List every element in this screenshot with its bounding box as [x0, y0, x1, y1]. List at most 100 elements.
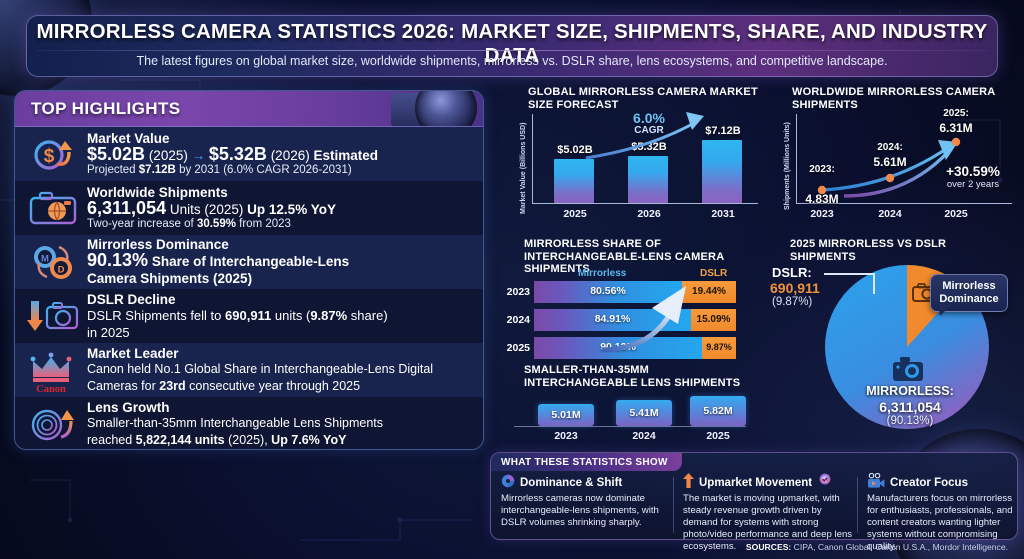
x-tick-2025: 2025 [944, 208, 968, 220]
sub-prefix: Two-year increase of [87, 217, 197, 230]
list-item: Lens Growth Smaller-than-35mm Interchang… [15, 397, 483, 449]
sub-post: by 2031 (6.0% CAGR 2026-2031) [175, 163, 352, 176]
list-item-body: Smaller-than-35mm Interchangeable Lens S… [87, 415, 383, 430]
page-title: MIRRORLESS CAMERA STATISTICS 2026: MARKE… [36, 20, 988, 67]
chart-worldwide-shipments: WORLDWIDE MIRRORLESS CAMERA SHIPMENTS Sh… [766, 86, 1020, 228]
market-value-estimated-label: Estimated [313, 147, 379, 163]
insight-column-creator: Creator Focus Manufacturers focus on mir… [867, 472, 1013, 553]
bar-dslr-2023 [682, 281, 736, 303]
svg-text:D: D [58, 265, 65, 276]
body-prefix: DSLR Shipments fell to [87, 307, 226, 323]
x-axis-line [796, 203, 1012, 205]
body-prefix: reached [87, 432, 136, 447]
bar-value-2031: $7.12B [705, 125, 741, 137]
list-item-sub: Projected $7.12B by 2031 (6.0% CAGR 2026… [87, 164, 473, 178]
highlights-list: $ Market Value $5.02B (2025) → $5.32B (2… [15, 127, 483, 449]
lens-growth-icon [23, 401, 83, 447]
sub-prefix: Projected [87, 163, 139, 176]
svg-text:M: M [41, 254, 49, 265]
list-item-main-line2: Camera Shipments (2025) [87, 270, 473, 287]
row-label-2023: 2023 [506, 286, 530, 298]
svg-text:Canon: Canon [36, 384, 66, 393]
sub-bold: 30.59% [196, 217, 236, 230]
dslr-units: 690,911 [225, 307, 272, 323]
row-label-2024: 2024 [506, 314, 530, 326]
list-item-body: DSLR Shipments fell to 690,911 units (9.… [87, 307, 473, 324]
list-item-text: Mirrorless Dominance 90.13% Share of Int… [83, 237, 473, 287]
cagr-value: 6.0% [633, 110, 665, 126]
list-item-title: Worldwide Shipments [87, 184, 228, 200]
list-item-title: Mirrorless Dominance [87, 237, 229, 252]
mirrorless-share-desc: Share of Interchangeable-Lens [151, 254, 350, 269]
lens-yoy: Up 7.6% YoY [271, 432, 347, 447]
market-value-2025-year: (2025) [148, 147, 188, 163]
body-mid: units ( [271, 307, 311, 323]
shipments-units-2025: 6,311,054 [87, 197, 167, 218]
x-tick-2026: 2026 [637, 208, 661, 220]
dslr-share-pct: 9.87% [310, 307, 348, 323]
body-post: consecutive year through 2025 [185, 378, 361, 393]
chart-title: SMALLER-THAN-35MM INTERCHANGEABLE LENS S… [524, 364, 741, 389]
market-value-2025: $5.02B [87, 143, 146, 164]
list-item-sub: Two-year increase of 30.59% from 2023 [87, 218, 473, 232]
camera-icon [892, 356, 924, 387]
camera-globe-icon [23, 185, 83, 231]
point-value-2025: 6.31M [939, 121, 973, 135]
value-dslr-2023: 19.44% [692, 286, 726, 297]
value-mirrorless-2025: 90.13% [600, 341, 636, 353]
x-tick-2025: 2025 [563, 208, 587, 220]
pie-mirrorless-percent: (90.13%) [886, 415, 934, 427]
list-item: M D Mirrorless Dominance 90.13% Share of… [15, 235, 483, 289]
lens-year-2025: 2025 [706, 430, 730, 442]
pie-dslr-label: DSLR: [772, 265, 812, 280]
list-item: $ Market Value $5.02B (2025) → $5.32B (2… [15, 127, 483, 181]
insight-body: The market is moving upmarket, with stea… [683, 493, 853, 552]
lens-bar-2023 [538, 404, 594, 426]
insight-title: Creator Focus [890, 477, 968, 489]
two-year-growth-label: over 2 years [946, 179, 1000, 190]
top-highlights-title: TOP HIGHLIGHTS [31, 99, 181, 118]
bar-2026 [628, 156, 668, 203]
svg-text:$: $ [44, 146, 55, 167]
bar-mirrorless-2023 [534, 281, 682, 303]
point-value-2023: 4.83M [805, 192, 839, 206]
body-mid: (2025), [224, 432, 272, 447]
chart-title: 2025 MIRRORLESS VS DSLR SHIPMENTS [790, 238, 947, 263]
list-item-title: Market Value [87, 130, 170, 146]
top-highlights-header: TOP HIGHLIGHTS [15, 91, 483, 127]
bar-value-2026: $5.32B [631, 141, 667, 153]
arrow-right-icon: → [191, 147, 206, 163]
chart-y-axis-label: Shipments (Millions Units) [784, 122, 791, 210]
point-year-2023: 2023: [809, 164, 835, 175]
list-item: Worldwide Shipments 6,311,054 Units (202… [15, 181, 483, 235]
list-item-body-line2: Cameras for 23rd consecutive year throug… [87, 378, 473, 395]
point-year-2024: 2024: [877, 142, 903, 153]
mirrorless-share-pct: 90.13% [87, 250, 149, 270]
cagr-label: CAGR [634, 125, 664, 136]
list-item-main: 6,311,054 Units (2025) Up 12.5% YoY [87, 197, 473, 218]
point-value-2024: 5.61M [873, 155, 907, 169]
market-value-2026-year: (2026) [270, 147, 310, 163]
bar-2031 [702, 140, 742, 203]
lens-value-2023: 5.01M [551, 409, 581, 421]
chart-title: GLOBAL MIRRORLESS CAMERA MARKET SIZE FOR… [528, 86, 758, 111]
bar-value-2025: $5.02B [557, 144, 593, 156]
value-mirrorless-2024: 84.91% [594, 313, 631, 325]
lens-value-2025: 5.82M [703, 405, 733, 417]
list-item-title: Market Leader [87, 345, 179, 361]
chart-title: WORLDWIDE MIRRORLESS CAMERA SHIPMENTS [792, 86, 995, 111]
list-item-text: DSLR Decline DSLR Shipments fell to 690,… [83, 292, 473, 341]
insight-column-upmarket: Upmarket Movement The market is moving u… [683, 473, 857, 553]
x-axis-line [532, 203, 758, 205]
list-item-text: Market Value $5.02B (2025) → $5.32B (202… [83, 131, 473, 178]
lens-year-2024: 2024 [632, 430, 656, 442]
list-item: DSLR Decline DSLR Shipments fell to 690,… [15, 289, 483, 343]
x-axis-line [514, 426, 746, 428]
lens-units: 5,822,144 units [135, 432, 225, 447]
list-item-main: 90.13% Share of Interchangeable-Lens [87, 250, 473, 270]
x-tick-2031: 2031 [711, 208, 735, 220]
pie-dslr-value: 690,911 [770, 280, 820, 296]
sub-bold: $7.12B [138, 163, 176, 176]
sources-text: CIPA, Canon Global, Canon U.S.A., Mordor… [791, 542, 1008, 552]
shipments-units-label: Units (2025) [169, 201, 244, 217]
